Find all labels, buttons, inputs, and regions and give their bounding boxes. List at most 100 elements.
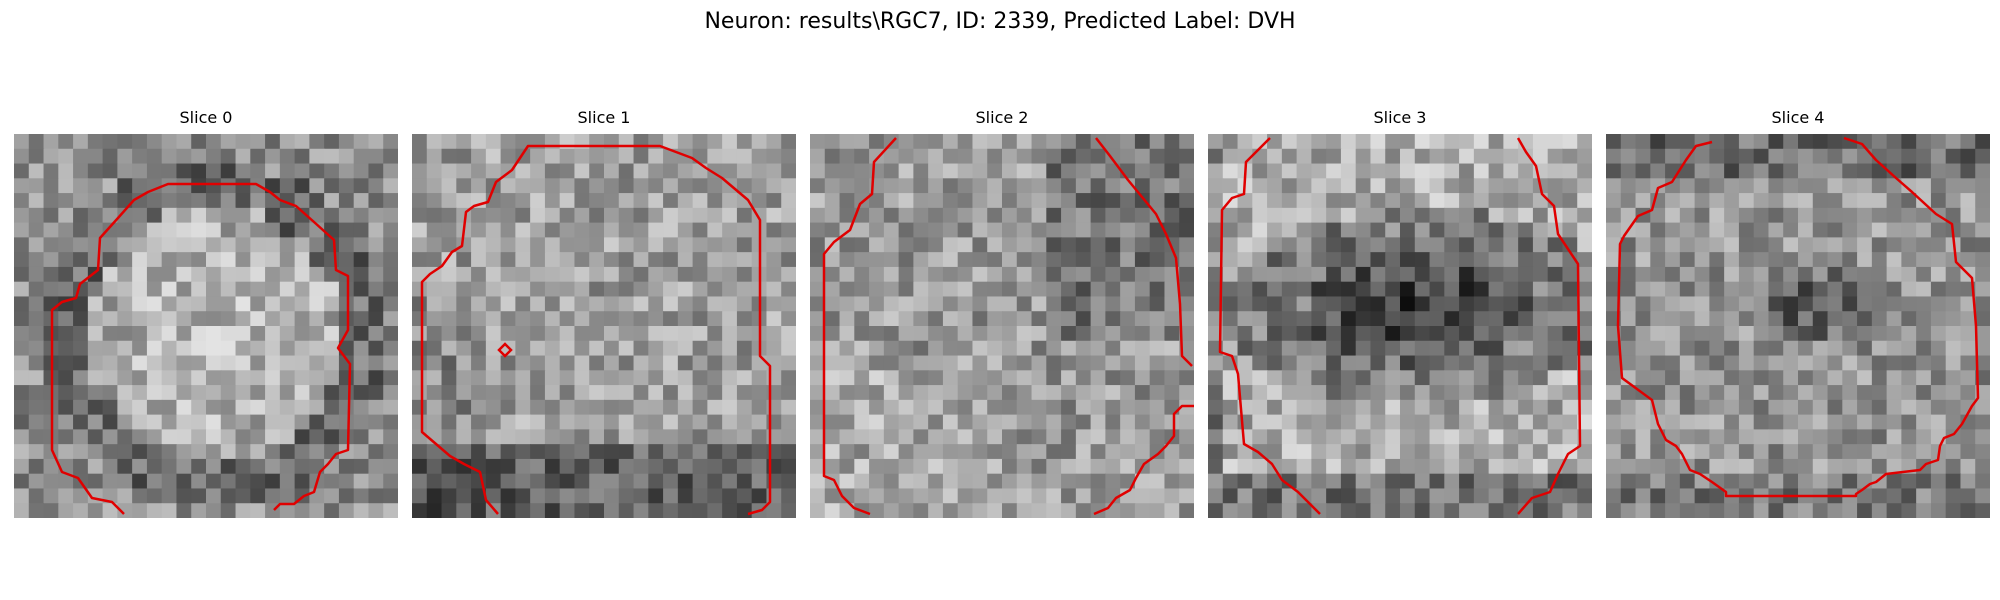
pixel	[618, 385, 635, 401]
slice-image	[1208, 134, 1592, 518]
pixel	[1179, 178, 1194, 194]
pixel	[1783, 355, 1799, 371]
pixel	[987, 370, 1003, 386]
pixel	[1326, 444, 1342, 460]
pixel	[1326, 178, 1342, 194]
pixel	[987, 414, 1003, 430]
pixel	[1886, 414, 1902, 430]
pixel	[1960, 385, 1976, 401]
pixel	[957, 429, 974, 445]
pixel	[250, 429, 266, 445]
pixel	[132, 281, 148, 298]
pixel	[1857, 222, 1873, 238]
pixel	[707, 385, 723, 401]
pixel	[456, 326, 472, 342]
pixel	[1046, 148, 1062, 165]
pixel	[1916, 340, 1932, 357]
pixel	[1709, 222, 1725, 238]
pixel	[824, 266, 841, 283]
pixel	[1326, 429, 1342, 445]
pixel	[544, 399, 561, 416]
pixel	[1281, 178, 1298, 194]
pixel	[1488, 385, 1504, 401]
pixel	[265, 370, 281, 386]
pixel	[1061, 252, 1077, 268]
pixel	[338, 207, 355, 224]
slice-title: Slice 0	[179, 108, 233, 127]
pixel	[1090, 385, 1106, 401]
pixel	[1267, 163, 1283, 179]
pixel	[1031, 296, 1047, 312]
pixel	[235, 444, 251, 460]
pixel	[1738, 134, 1755, 150]
pixel	[883, 326, 900, 342]
pixel	[235, 399, 251, 416]
pixel	[1222, 503, 1239, 518]
pixel	[1046, 429, 1062, 445]
pixel	[589, 399, 605, 416]
pixel	[928, 222, 944, 238]
pixel	[957, 266, 974, 283]
pixel	[43, 458, 59, 475]
pixel	[1267, 237, 1283, 253]
pixel	[353, 340, 370, 357]
pixel	[1768, 163, 1784, 179]
pixel	[1960, 237, 1976, 253]
pixel	[736, 429, 753, 445]
pixel	[1340, 503, 1357, 518]
pixel	[1385, 340, 1401, 357]
pixel	[1002, 252, 1018, 268]
pixel	[515, 385, 531, 401]
pixel	[824, 326, 841, 342]
pixel	[1061, 370, 1077, 386]
pixel	[530, 414, 546, 430]
pixel	[677, 399, 694, 416]
pixel	[1901, 340, 1917, 357]
pixel	[353, 326, 370, 342]
pixel	[1650, 488, 1666, 504]
pixel	[191, 399, 207, 416]
pixel	[957, 414, 974, 430]
pixel	[766, 340, 782, 357]
pixel	[1562, 429, 1578, 445]
pixel	[1222, 252, 1239, 268]
pixel	[191, 296, 207, 312]
pixel	[1577, 473, 1592, 490]
pixel	[574, 326, 590, 342]
pixel	[854, 311, 870, 327]
pixel	[544, 148, 561, 165]
pixel	[1061, 163, 1077, 179]
pixel	[1252, 458, 1268, 475]
pixel	[1414, 326, 1431, 342]
pixel	[191, 326, 207, 342]
pixel	[1562, 237, 1578, 253]
pixel	[1842, 207, 1858, 224]
pixel	[28, 134, 45, 150]
pixel	[1901, 311, 1917, 327]
pixel	[161, 222, 178, 238]
pixel	[1562, 296, 1578, 312]
pixel	[279, 458, 296, 475]
pixel	[456, 414, 472, 430]
pixel	[1635, 414, 1651, 430]
pixel	[279, 237, 296, 253]
pixel	[663, 134, 679, 150]
pixel	[839, 503, 855, 518]
pixel	[1562, 340, 1578, 357]
pixel	[618, 488, 635, 504]
pixel	[987, 340, 1003, 357]
pixel	[146, 326, 163, 342]
pixel	[1400, 207, 1416, 224]
pixel	[972, 429, 988, 445]
pixel	[43, 503, 59, 518]
pixel	[1768, 252, 1784, 268]
pixel	[1577, 207, 1592, 224]
pixel	[736, 414, 753, 430]
pixel	[1134, 340, 1151, 357]
pixel	[1945, 370, 1962, 386]
pixel	[707, 207, 723, 224]
pixel	[1134, 207, 1151, 224]
pixel	[1635, 503, 1651, 518]
pixel	[1414, 311, 1431, 327]
pixel	[324, 281, 340, 298]
